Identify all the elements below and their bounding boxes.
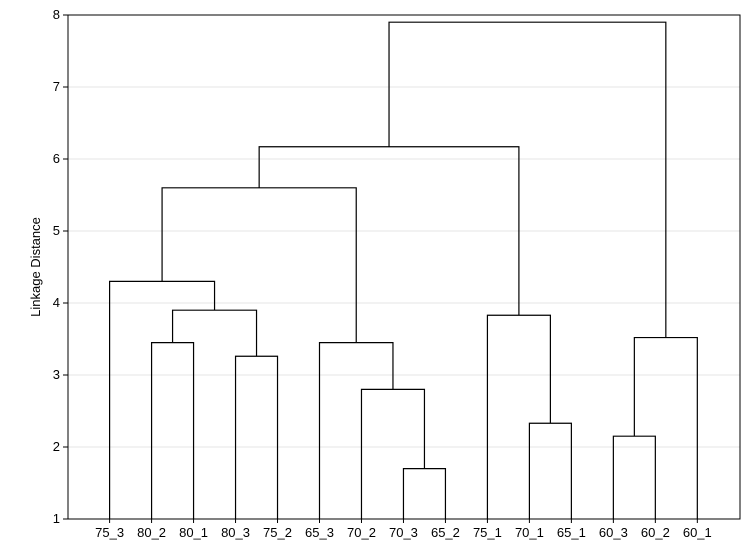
dendrogram-link	[528, 422, 572, 519]
dendrogram-link	[171, 309, 258, 357]
dendrogram-link	[633, 336, 698, 519]
dendrogram-link	[388, 21, 667, 338]
gridlines	[68, 86, 740, 448]
leaf-label: 80_2	[137, 525, 166, 540]
dendrogram-link	[402, 468, 447, 519]
leaf-label: 70_2	[347, 525, 376, 540]
plot-frame	[67, 14, 741, 520]
y-tick-label: 6	[53, 151, 60, 166]
y-tick-label: 7	[53, 79, 60, 94]
y-tick-label: 4	[53, 295, 60, 310]
x-axis-leaf-labels: 75_3 80_2 80_1 80_3 75_2 65_3 70_2 70_3 65_2 75_1…	[95, 519, 712, 540]
y-axis-title: Linkage Distance	[28, 217, 43, 317]
dendrogram-link	[612, 435, 656, 519]
leaf-label: 60_1	[683, 525, 712, 540]
y-tick-label: 8	[53, 7, 60, 22]
leaf-label: 60_3	[599, 525, 628, 540]
y-tick-label: 1	[53, 511, 60, 526]
y-axis-ticks: 1 2 3 4 5 6 7 8	[53, 7, 68, 526]
y-tick-label: 2	[53, 439, 60, 454]
leaf-label: 70_1	[515, 525, 544, 540]
leaf-label: 80_3	[221, 525, 250, 540]
leaf-label: 75_3	[95, 525, 124, 540]
leaf-label: 70_3	[389, 525, 418, 540]
dendrogram-link	[234, 355, 279, 519]
leaf-label: 60_2	[641, 525, 670, 540]
dendrogram-links	[109, 21, 698, 519]
y-tick-label: 3	[53, 367, 60, 382]
leaf-label: 65_1	[557, 525, 586, 540]
dendrogram-link	[161, 187, 357, 343]
leaf-label: 65_3	[305, 525, 334, 540]
leaf-label: 65_2	[431, 525, 460, 540]
leaf-label: 75_2	[263, 525, 292, 540]
dendrogram-link	[150, 342, 195, 519]
dendrogram-link	[318, 342, 394, 519]
dendrogram-link	[360, 388, 426, 519]
dendrogram-link	[486, 314, 551, 519]
leaf-label: 75_1	[473, 525, 502, 540]
leaf-label: 80_1	[179, 525, 208, 540]
dendrogram-link	[109, 280, 216, 519]
y-tick-label: 5	[53, 223, 60, 238]
